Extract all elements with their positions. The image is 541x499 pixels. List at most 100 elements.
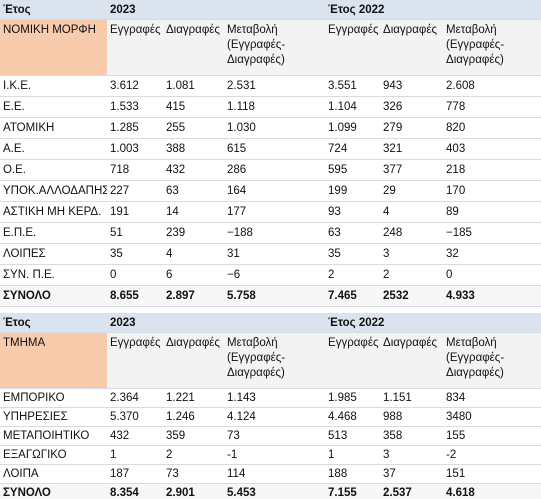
row-label: ΕΜΠΟΡΙΚΟ (0, 388, 107, 408)
row-label: ΛΟΙΠΑ (0, 464, 107, 484)
row-label: ΣΥΝ. Π.Ε. (0, 264, 107, 286)
cell: 0 (107, 264, 163, 286)
cell: 3.551 (325, 75, 381, 97)
cell: 2.901 (163, 483, 224, 499)
cell: 199 (325, 180, 381, 202)
cell: -2 (443, 445, 541, 465)
data-row: ΜΕΤΑΠΟΙΗΤΙΚΟ 432 359 73 513 358 155 (0, 426, 541, 446)
data-row: ΕΜΠΟΡΙΚΟ 2.364 1.221 1.143 1.985 1.151 834 (0, 388, 541, 408)
year-label: 2023 (107, 0, 326, 20)
cell: 321 (380, 138, 444, 160)
cell: 326 (380, 96, 444, 118)
cell: 151 (443, 464, 541, 484)
row-label: Ε.Π.Ε. (0, 222, 107, 244)
cell: 1 (325, 445, 381, 465)
cell: 218 (443, 159, 541, 181)
cell: 2.537 (380, 483, 444, 499)
cell: 1.143 (224, 388, 326, 408)
cell: 63 (325, 222, 381, 244)
cell: 8.354 (107, 483, 163, 499)
data-row: Ε.Π.Ε. 51 239 −188 63 248 −185 (0, 222, 541, 244)
column-header: Διαγραφές (380, 332, 444, 389)
cell: 155 (443, 426, 541, 446)
header-row: Έτος 2023 Έτος 2022 (0, 0, 541, 20)
cell: 170 (443, 180, 541, 202)
cell: −6 (224, 264, 326, 286)
cell: 7.155 (325, 483, 381, 499)
cell: 286 (224, 159, 326, 181)
cell: 403 (443, 138, 541, 160)
cell: 388 (163, 138, 224, 160)
cell: 2 (325, 264, 381, 286)
row-label: ΑΤΟΜΙΚΗ (0, 117, 107, 139)
cell: 513 (325, 426, 381, 446)
cell: 2.531 (224, 75, 326, 97)
column-header: Εγγραφές (107, 332, 163, 389)
column-header: Διαγραφές (163, 332, 224, 389)
row-label: ΣΥΝΟΛΟ (0, 285, 107, 307)
data-row: Α.Ε. 1.003 388 615 724 321 403 (0, 138, 541, 160)
cell: 191 (107, 201, 163, 223)
cell: 279 (380, 117, 444, 139)
cell: 820 (443, 117, 541, 139)
column-header: Διαγραφές (163, 19, 224, 76)
cell: 63 (163, 180, 224, 202)
cell: -1 (224, 445, 326, 465)
row-label: Ο.Ε. (0, 159, 107, 181)
cell: 4.618 (443, 483, 541, 499)
cell: 432 (163, 159, 224, 181)
cell: 358 (380, 426, 444, 446)
column-header: Μεταβολή (Εγγραφές-Διαγραφές) (443, 332, 541, 389)
cell: 7.465 (325, 285, 381, 307)
cell: 4 (163, 243, 224, 265)
column-header: Διαγραφές (380, 19, 444, 76)
column-header: Εγγραφές (325, 332, 381, 389)
cell: 6 (163, 264, 224, 286)
data-table: Έτος 2023 Έτος 2022 ΤΜΗΜΑ Εγγραφές Διαγραφές Μ… (0, 313, 541, 499)
cell: 2 (163, 445, 224, 465)
cell: 29 (380, 180, 444, 202)
cell: 595 (325, 159, 381, 181)
data-row: ΛΟΙΠΑ 187 73 114 188 37 151 (0, 464, 541, 484)
cell: 2 (380, 264, 444, 286)
year-label: 2023 (107, 313, 326, 333)
cell: 3 (380, 243, 444, 265)
cell: 1.099 (325, 117, 381, 139)
cell: 1 (107, 445, 163, 465)
cell: 3 (380, 445, 444, 465)
column-header-row: ΤΜΗΜΑ Εγγραφές Διαγραφές Μεταβολή (Εγγραφές… (0, 332, 541, 389)
cell: 31 (224, 243, 326, 265)
cell: 4.124 (224, 407, 326, 427)
cell: 35 (325, 243, 381, 265)
cell: 415 (163, 96, 224, 118)
cell: 724 (325, 138, 381, 160)
data-row: ΣΥΝΟΛΟ 8.655 2.897 5.758 7.465 2532 4.933 (0, 285, 541, 307)
cell: 1.533 (107, 96, 163, 118)
cell: 1.003 (107, 138, 163, 160)
cell: 1.104 (325, 96, 381, 118)
data-row: ΥΠΟΚ.ΑΛΛΟΔΑΠΗΣ 227 63 164 199 29 170 (0, 180, 541, 202)
cell: 1.246 (163, 407, 224, 427)
group-label: ΤΜΗΜΑ (0, 332, 107, 389)
cell: 32 (443, 243, 541, 265)
cell: 73 (163, 464, 224, 484)
column-header: Εγγραφές (107, 19, 163, 76)
cell: 1.118 (224, 96, 326, 118)
data-row: ΑΤΟΜΙΚΗ 1.285 255 1.030 1.099 279 820 (0, 117, 541, 139)
data-row: ΥΠΗΡΕΣΙΕΣ 5.370 1.246 4.124 4.468 988 3480 (0, 407, 541, 427)
cell: 4.933 (443, 285, 541, 307)
cell: −185 (443, 222, 541, 244)
cell: 188 (325, 464, 381, 484)
row-label: Α.Ε. (0, 138, 107, 160)
cell: 1.985 (325, 388, 381, 408)
row-label: ΜΕΤΑΠΟΙΗΤΙΚΟ (0, 426, 107, 446)
row-label: ΥΠΗΡΕΣΙΕΣ (0, 407, 107, 427)
cell: 187 (107, 464, 163, 484)
column-header: Εγγραφές (325, 19, 381, 76)
cell: 3.612 (107, 75, 163, 97)
column-header: Μεταβολή (Εγγραφές-Διαγραφές) (443, 19, 541, 76)
cell: 37 (380, 464, 444, 484)
year-label: Έτος 2022 (325, 313, 541, 333)
cell: 1.221 (163, 388, 224, 408)
cell: 988 (380, 407, 444, 427)
